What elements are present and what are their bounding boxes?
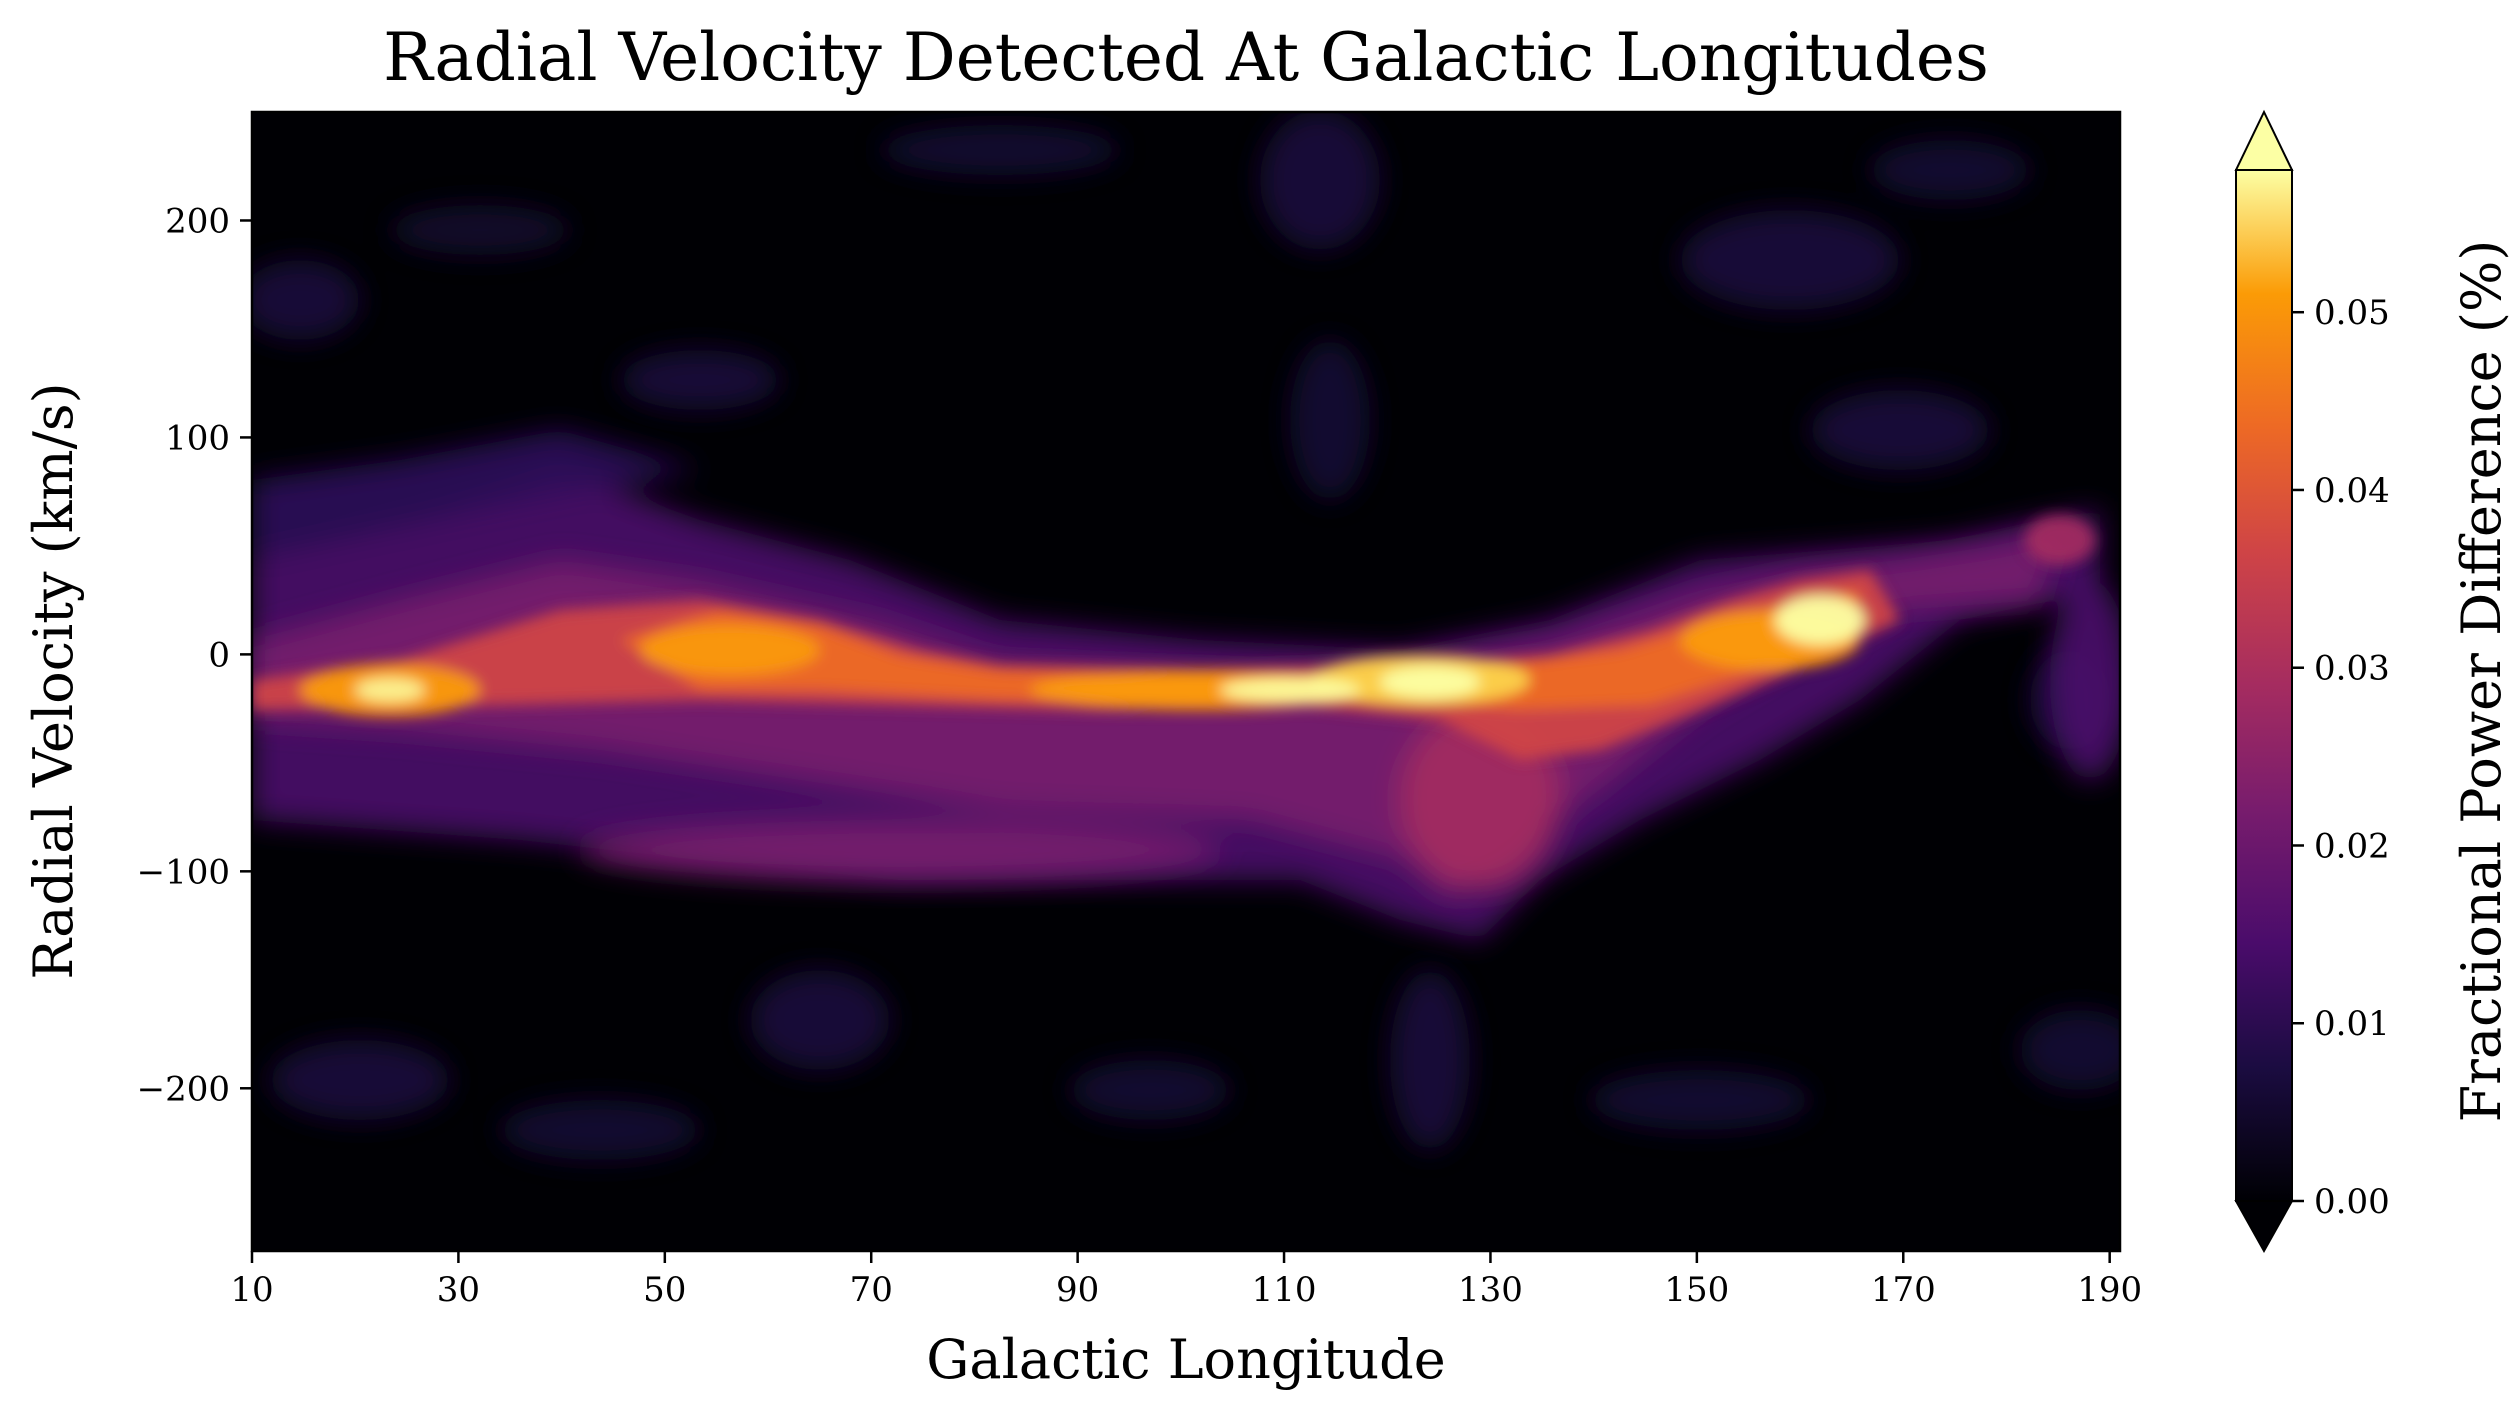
x-tick-label: 90 — [1056, 1270, 1099, 1310]
x-tick-label: 30 — [437, 1270, 480, 1310]
colorbar-extend-min — [2234, 1200, 2294, 1254]
x-tick-label: 110 — [1252, 1270, 1317, 1310]
colorbar-tick-label: 0.02 — [2314, 826, 2390, 866]
y-tick-label: −200 — [137, 1069, 230, 1109]
colorbar-label: Fractional Power Difference (%) — [2450, 240, 2512, 1123]
x-tick-label: 130 — [1458, 1270, 1523, 1310]
y-tick-label: 200 — [165, 201, 230, 241]
colorbar: 0.00 0.01 0.02 0.03 0.04 0.05 Fractional Powe… — [2234, 109, 2512, 1254]
heatmap-noise — [252, 112, 2120, 1160]
colorbar-extend-max — [2234, 109, 2294, 171]
y-axis-ticks: −200 −100 0 100 200 — [137, 201, 252, 1109]
colorbar-outline — [2235, 169, 2293, 1202]
colorbar-tick-label: 0.03 — [2314, 649, 2390, 689]
y-axis-label: Radial Velocity (km/s) — [22, 382, 85, 979]
colorbar-tick-label: 0.05 — [2314, 293, 2390, 333]
x-tick-label: 150 — [1664, 1270, 1729, 1310]
colorbar-tick-label: 0.01 — [2314, 1004, 2390, 1044]
x-tick-label: 190 — [2077, 1270, 2142, 1310]
x-axis-label: Galactic Longitude — [926, 1328, 1445, 1391]
y-tick-label: −100 — [137, 852, 230, 892]
x-axis-ticks: 10 30 50 70 90 110 130 150 170 190 — [230, 1251, 2142, 1310]
x-tick-label: 50 — [643, 1270, 686, 1310]
colorbar-tick-label: 0.04 — [2314, 471, 2390, 511]
heatmap-area — [252, 112, 2120, 1251]
chart-title: Radial Velocity Detected At Galactic Lon… — [383, 19, 1989, 96]
x-tick-label: 70 — [850, 1270, 893, 1310]
colorbar-gradient — [2236, 170, 2292, 1201]
colorbar-tick-label: 0.00 — [2314, 1182, 2390, 1222]
x-tick-label: 10 — [230, 1270, 273, 1310]
heatmap-core — [252, 515, 2095, 760]
colorbar-ticks: 0.00 0.01 0.02 0.03 0.04 0.05 — [2292, 293, 2390, 1222]
x-tick-label: 170 — [1871, 1270, 1936, 1310]
y-tick-label: 100 — [165, 418, 230, 458]
y-tick-label: 0 — [208, 635, 230, 675]
plot-frame — [250, 110, 2122, 1253]
